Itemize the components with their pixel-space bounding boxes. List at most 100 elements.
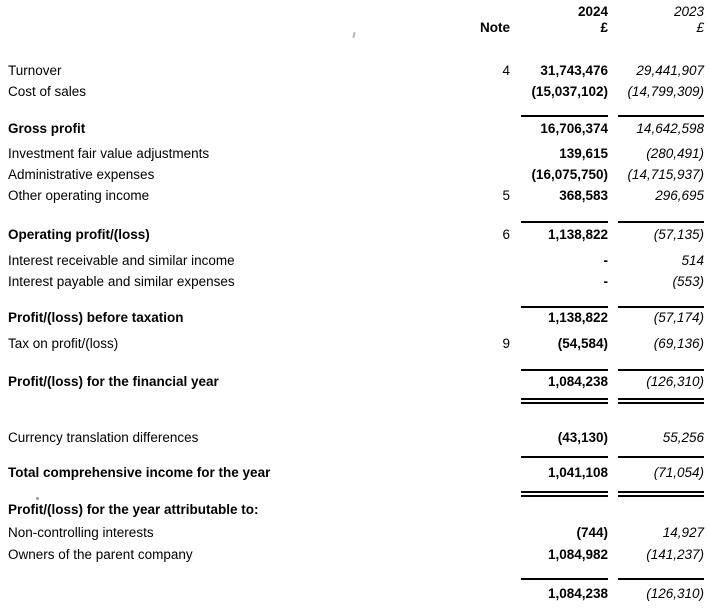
subtotal-rule-2024 bbox=[521, 456, 608, 458]
subtotal-rule-2023 bbox=[618, 306, 704, 308]
value-2023: (69,136) bbox=[653, 336, 704, 351]
value-2023: (126,310) bbox=[646, 374, 704, 389]
row-profit-for-financial-year: Profit/(loss) for the financial year 1,0… bbox=[0, 374, 710, 389]
row-label bbox=[8, 586, 440, 601]
row-profit-before-taxation: Profit/(loss) before taxation 1,138,822 … bbox=[0, 310, 710, 325]
row-label: Cost of sales bbox=[8, 84, 87, 99]
row-cost-of-sales: Cost of sales (15,037,102) (14,799,309) bbox=[0, 84, 710, 99]
value-2024 bbox=[510, 502, 608, 517]
row-label: Turnover bbox=[8, 63, 62, 78]
header-spacer bbox=[8, 4, 440, 19]
header-spacer bbox=[8, 20, 440, 35]
grand-total-rule-2023 bbox=[618, 491, 704, 497]
row-interest-payable: Interest payable and similar expenses - … bbox=[0, 274, 710, 289]
row-owners-of-parent: Owners of the parent company 1,084,982 (… bbox=[0, 547, 710, 562]
value-2023: 296,695 bbox=[655, 188, 704, 203]
value-2023 bbox=[608, 502, 704, 517]
grand-total-rule-2024 bbox=[521, 398, 608, 404]
row-non-controlling-interests: Non-controlling interests (744) 14,927 bbox=[0, 525, 710, 540]
row-label: Tax on profit/(loss) bbox=[8, 336, 119, 351]
row-label: Total comprehensive income for the year bbox=[8, 465, 271, 480]
row-total-comprehensive-income: Total comprehensive income for the year … bbox=[0, 465, 710, 480]
header-currency-row: Note £ £ bbox=[0, 20, 710, 35]
note-ref bbox=[440, 502, 510, 517]
row-attributable-heading: Profit/(loss) for the year attributable … bbox=[0, 502, 710, 517]
value-2024: - bbox=[603, 253, 609, 268]
value-2024: 1,084,982 bbox=[547, 547, 608, 562]
value-2024: (15,037,102) bbox=[531, 84, 608, 99]
subtotal-rule bbox=[0, 578, 710, 580]
subtotal-rule bbox=[0, 456, 710, 458]
row-gross-profit: Gross profit 16,706,374 14,642,598 bbox=[0, 121, 710, 136]
scan-speck bbox=[36, 497, 39, 500]
value-2024: 1,041,108 bbox=[547, 465, 608, 480]
note-ref bbox=[440, 84, 510, 99]
value-2023: (71,054) bbox=[653, 465, 704, 480]
row-label: Interest receivable and similar income bbox=[8, 253, 235, 268]
grand-total-rule bbox=[0, 398, 710, 404]
value-2024: (744) bbox=[576, 525, 608, 540]
note-ref: 6 bbox=[502, 227, 510, 242]
header-spacer bbox=[440, 4, 510, 19]
value-2024: (16,075,750) bbox=[531, 167, 608, 182]
value-2024: 1,084,238 bbox=[547, 586, 608, 601]
subtotal-rule-2024 bbox=[521, 221, 608, 223]
note-ref: 5 bbox=[502, 188, 510, 203]
value-2023: (14,799,309) bbox=[627, 84, 704, 99]
row-investment-fair-value: Investment fair value adjustments 139,61… bbox=[0, 146, 710, 161]
row-label: Non-controlling interests bbox=[8, 525, 154, 540]
column-header-2023: 2023 bbox=[673, 4, 704, 19]
value-2023: 14,642,598 bbox=[636, 121, 704, 136]
header-year-row: 2024 2023 bbox=[0, 4, 710, 19]
subtotal-rule bbox=[0, 221, 710, 223]
row-label: Owners of the parent company bbox=[8, 547, 193, 562]
value-2024: 1,138,822 bbox=[547, 227, 608, 242]
subtotal-rule-2023 bbox=[618, 115, 704, 117]
value-2023: 55,256 bbox=[662, 430, 704, 445]
note-ref bbox=[440, 586, 510, 601]
currency-symbol-2024: £ bbox=[600, 20, 608, 35]
currency-symbol-2023: £ bbox=[696, 20, 704, 35]
row-label: Operating profit/(loss) bbox=[8, 227, 150, 242]
value-2023: (553) bbox=[672, 274, 704, 289]
value-2023: (280,491) bbox=[646, 146, 704, 161]
grand-total-rule-2024 bbox=[521, 491, 608, 497]
row-label: Profit/(loss) for the year attributable … bbox=[8, 502, 259, 517]
note-ref bbox=[440, 374, 510, 389]
column-header-note: Note bbox=[480, 20, 510, 35]
note-ref bbox=[440, 253, 510, 268]
subtotal-rule-2023 bbox=[618, 456, 704, 458]
grand-total-rule bbox=[0, 491, 710, 497]
row-label: Gross profit bbox=[8, 121, 86, 136]
subtotal-rule-2024 bbox=[521, 578, 608, 580]
subtotal-rule-2023 bbox=[618, 369, 704, 371]
value-2023: (57,135) bbox=[653, 227, 704, 242]
row-currency-translation: Currency translation differences (43,130… bbox=[0, 430, 710, 445]
value-2023: (14,715,937) bbox=[627, 167, 704, 182]
row-label: Profit/(loss) for the financial year bbox=[8, 374, 219, 389]
value-2023: (126,310) bbox=[646, 586, 704, 601]
value-2024: 1,138,822 bbox=[547, 310, 608, 325]
row-tax-on-profit: Tax on profit/(loss) 9 (54,584) (69,136) bbox=[0, 336, 710, 351]
subtotal-rule-2023 bbox=[618, 221, 704, 223]
row-label: Interest payable and similar expenses bbox=[8, 274, 235, 289]
note-ref bbox=[440, 465, 510, 480]
subtotal-rule bbox=[0, 369, 710, 371]
row-label: Administrative expenses bbox=[8, 167, 155, 182]
subtotal-rule-2024 bbox=[521, 306, 608, 308]
value-2024: (54,584) bbox=[557, 336, 608, 351]
row-administrative-expenses: Administrative expenses (16,075,750) (14… bbox=[0, 167, 710, 182]
value-2023: 14,927 bbox=[662, 525, 704, 540]
note-ref: 9 bbox=[502, 336, 510, 351]
note-ref bbox=[440, 167, 510, 182]
row-interest-receivable: Interest receivable and similar income -… bbox=[0, 253, 710, 268]
note-ref bbox=[440, 430, 510, 445]
subtotal-rule bbox=[0, 115, 710, 117]
note-ref bbox=[440, 146, 510, 161]
value-2024: 16,706,374 bbox=[540, 121, 608, 136]
row-turnover: Turnover 4 31,743,476 29,441,907 bbox=[0, 63, 710, 78]
subtotal-rule-2024 bbox=[521, 115, 608, 117]
note-ref bbox=[440, 310, 510, 325]
subtotal-rule-2023 bbox=[618, 578, 704, 580]
